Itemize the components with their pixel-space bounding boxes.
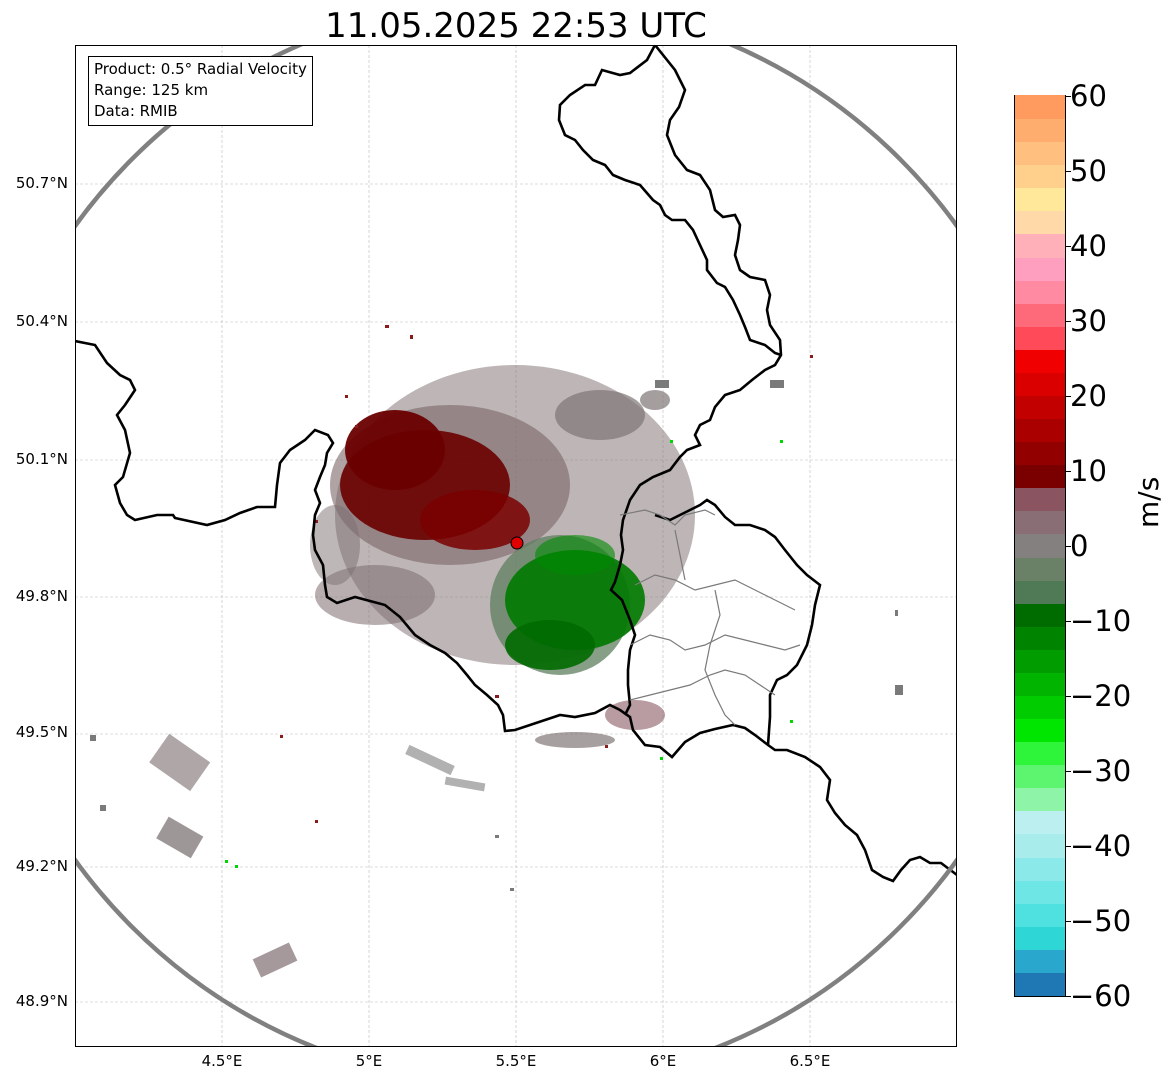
country-borders xyxy=(75,45,957,883)
info-range: Range: 125 km xyxy=(94,81,209,99)
colorbar-segment xyxy=(1015,510,1065,535)
map-canvas xyxy=(75,45,957,1047)
colorbar-segment xyxy=(1015,141,1065,166)
colorbar-tick-mark xyxy=(1065,246,1071,247)
y-tick-label: 48.9°N xyxy=(15,992,68,1010)
map-border xyxy=(75,45,957,1047)
colorbar-segment xyxy=(1015,580,1065,604)
colorbar-segment xyxy=(1015,741,1065,766)
colorbar-tick-mark xyxy=(1065,621,1071,622)
x-tick-label: 6.5°E xyxy=(789,1052,831,1070)
colorbar-tick-mark xyxy=(1065,471,1071,472)
radar-site-marker[interactable] xyxy=(510,536,524,550)
y-tick-label: 49.8°N xyxy=(15,587,68,605)
colorbar-tick-mark xyxy=(1065,771,1071,772)
colorbar-segment xyxy=(1015,764,1065,789)
colorbar-tick-label: −10 xyxy=(1070,604,1132,638)
colorbar-tick-label: −30 xyxy=(1070,754,1132,788)
colorbar-segment xyxy=(1015,718,1065,743)
colorbar-tick-mark xyxy=(1065,696,1071,697)
y-tick-label: 50.7°N xyxy=(15,174,68,192)
colorbar-tick-label: 50 xyxy=(1070,154,1107,188)
radar-map xyxy=(75,45,957,1047)
colorbar-segment xyxy=(1015,856,1065,881)
y-tick-label: 50.1°N xyxy=(15,450,68,468)
colorbar-segment xyxy=(1015,626,1065,650)
colorbar-segment xyxy=(1015,441,1065,466)
colorbar-tick-mark xyxy=(1065,921,1071,922)
colorbar-segment xyxy=(1015,280,1065,304)
colorbar-tick-mark xyxy=(1065,171,1071,172)
colorbar-segment xyxy=(1015,695,1065,720)
colorbar-segment xyxy=(1015,95,1065,120)
colorbar-tick-mark xyxy=(1065,846,1071,847)
colorbar-tick-mark xyxy=(1065,396,1071,397)
x-tick-label: 6°E xyxy=(649,1052,677,1070)
colorbar-tick-label: −50 xyxy=(1070,904,1132,938)
colorbar-segment xyxy=(1015,880,1065,904)
colorbar-tick-mark xyxy=(1065,996,1071,997)
colorbar-segment xyxy=(1015,672,1065,696)
colorbar-tick-label: 60 xyxy=(1070,79,1107,113)
x-tick-label: 4.5°E xyxy=(201,1052,243,1070)
echo-speckles-grey xyxy=(90,380,903,891)
info-box: Product: 0.5° Radial Velocity Range: 125… xyxy=(88,56,313,126)
colorbar-segment xyxy=(1015,556,1065,581)
colorbar-tick-label: −40 xyxy=(1070,829,1132,863)
colorbar-segment xyxy=(1015,926,1065,950)
colorbar-segment xyxy=(1015,395,1065,420)
x-tick-label: 5.5°E xyxy=(495,1052,537,1070)
x-tick-label: 5°E xyxy=(355,1052,383,1070)
colorbar-segment xyxy=(1015,187,1065,212)
echo-speckles-green xyxy=(225,440,793,868)
colorbar-segment xyxy=(1015,233,1065,258)
echo-layer xyxy=(149,365,695,978)
colorbar-tick-mark xyxy=(1065,321,1071,322)
colorbar-tick-label: 10 xyxy=(1070,454,1107,488)
colorbar-segment xyxy=(1015,372,1065,396)
colorbar-segment xyxy=(1015,418,1065,443)
colorbar-segment xyxy=(1015,603,1065,627)
colorbar xyxy=(1014,95,1066,997)
colorbar-segment xyxy=(1015,972,1065,996)
y-tick-label: 49.5°N xyxy=(15,723,68,741)
colorbar-tick-label: 30 xyxy=(1070,304,1107,338)
colorbar-segment xyxy=(1015,487,1065,512)
map-title: 11.05.2025 22:53 UTC xyxy=(325,6,707,46)
colorbar-tick-mark xyxy=(1065,96,1071,97)
y-tick-label: 49.2°N xyxy=(15,857,68,875)
colorbar-segment xyxy=(1015,164,1065,189)
colorbar-segment xyxy=(1015,326,1065,350)
colorbar-segment xyxy=(1015,303,1065,327)
colorbar-segment xyxy=(1015,349,1065,373)
colorbar-segment xyxy=(1015,833,1065,858)
colorbar-segment xyxy=(1015,949,1065,973)
colorbar-tick-label: 40 xyxy=(1070,229,1107,263)
info-data-source: Data: RMIB xyxy=(94,102,178,120)
colorbar-segment xyxy=(1015,464,1065,489)
colorbar-segment xyxy=(1015,210,1065,235)
colorbar-label: m/s xyxy=(1132,476,1165,528)
colorbar-segment xyxy=(1015,649,1065,673)
colorbar-tick-label: −20 xyxy=(1070,679,1132,713)
colorbar-segment xyxy=(1015,118,1065,143)
info-product: Product: 0.5° Radial Velocity xyxy=(94,60,307,78)
colorbar-tick-label: 0 xyxy=(1070,529,1089,563)
colorbar-segment xyxy=(1015,533,1065,558)
region-borders xyxy=(619,509,801,726)
colorbar-tick-label: −60 xyxy=(1070,979,1132,1013)
colorbar-segment xyxy=(1015,903,1065,927)
y-tick-label: 50.4°N xyxy=(15,312,68,330)
echo-speckles xyxy=(280,325,813,823)
colorbar-tick-mark xyxy=(1065,546,1071,547)
colorbar-segment xyxy=(1015,787,1065,812)
colorbar-segment xyxy=(1015,256,1065,281)
colorbar-segment xyxy=(1015,810,1065,835)
colorbar-tick-label: 20 xyxy=(1070,379,1107,413)
